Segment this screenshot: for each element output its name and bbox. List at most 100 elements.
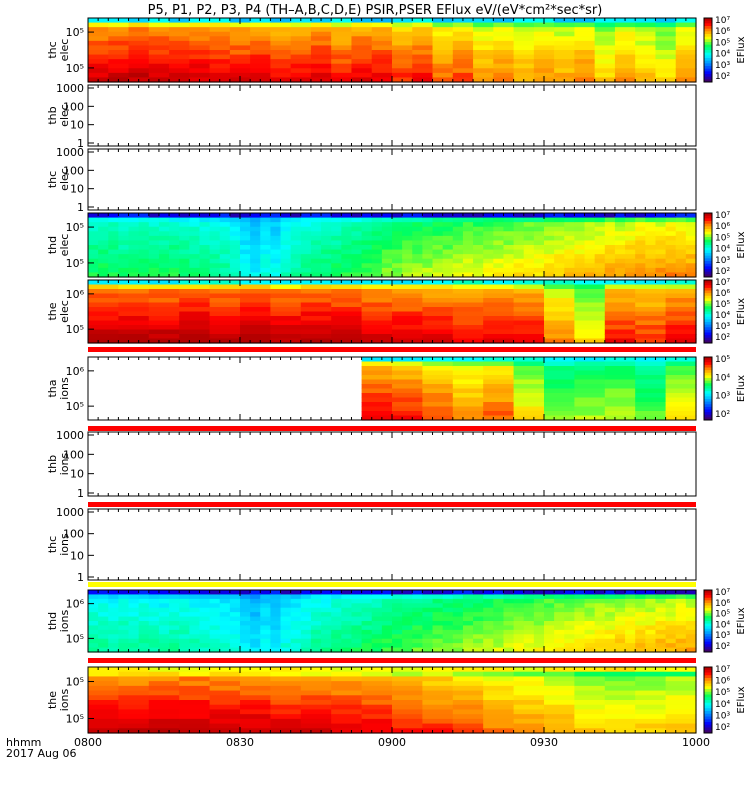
heat-cell <box>655 231 667 237</box>
heat-cell <box>392 231 403 237</box>
heat-cell <box>148 226 160 232</box>
heat-cell <box>219 621 231 627</box>
heat-cell <box>371 629 383 635</box>
heat-cell <box>412 240 423 246</box>
heat-cell <box>584 598 596 604</box>
heat-cell <box>108 40 130 47</box>
heat-cell <box>169 59 190 65</box>
heat-cell <box>604 222 616 228</box>
heat-cell <box>108 213 119 219</box>
heat-cell <box>321 213 332 219</box>
heat-cell <box>118 231 130 237</box>
colorbar-cell <box>704 644 712 648</box>
heat-cell <box>432 68 454 74</box>
heat-cell <box>331 226 342 232</box>
heat-cell <box>655 616 667 622</box>
heat-cell <box>290 598 302 604</box>
heat-cell <box>544 590 555 596</box>
heat-cell <box>574 728 606 734</box>
heat-cell <box>250 263 261 269</box>
heat-cell <box>300 647 312 653</box>
heat-cell <box>544 379 575 385</box>
heat-cell <box>675 22 697 28</box>
heat-cell <box>148 629 160 635</box>
heat-cell <box>310 217 322 223</box>
heat-cell <box>209 307 241 313</box>
heat-cell <box>604 704 636 711</box>
heat-cell <box>655 643 667 649</box>
heat-cell <box>351 45 373 51</box>
heat-cell <box>544 397 575 403</box>
heat-cell <box>533 50 555 56</box>
heat-cell <box>108 72 130 79</box>
heat-cell <box>128 607 140 613</box>
heat-cell <box>625 621 636 627</box>
heat-cell <box>310 50 332 56</box>
heat-cell <box>614 63 636 69</box>
heat-cell <box>158 249 170 255</box>
heat-cell <box>554 616 565 622</box>
colorbar-cell <box>704 26 712 30</box>
heat-cell <box>361 676 393 682</box>
heat-cell <box>169 27 190 33</box>
heat-cell <box>189 643 201 649</box>
heat-cell <box>574 643 586 649</box>
colorbar-cell <box>704 417 712 421</box>
heat-cell <box>270 634 282 640</box>
heat-cell <box>108 638 119 644</box>
heat-cell <box>331 647 342 653</box>
heat-cell <box>604 695 636 701</box>
heat-cell <box>554 643 565 649</box>
heat-cell <box>260 267 271 274</box>
heat-cell <box>209 598 221 604</box>
heat-cell <box>98 594 109 600</box>
heat-cell <box>503 598 515 604</box>
heat-cell <box>473 612 484 618</box>
heat-cell <box>128 40 150 47</box>
x-tick-label: 0800 <box>74 736 102 749</box>
heat-cell <box>351 638 363 644</box>
heat-cell <box>432 272 444 278</box>
heat-cell <box>533 231 545 237</box>
heat-cell <box>88 590 99 596</box>
panel-ylabel: thb <box>46 455 59 473</box>
heat-cell <box>179 334 211 340</box>
heat-cell <box>452 402 484 408</box>
heat-cell <box>148 329 180 335</box>
heat-cell <box>361 700 393 706</box>
heat-cell <box>209 36 231 42</box>
heat-cell <box>544 700 575 706</box>
heat-cell <box>523 634 535 640</box>
heat-cell <box>513 338 545 344</box>
heat-cell <box>118 643 130 649</box>
colorbar-tick-label: 10⁵ <box>715 233 730 243</box>
heat-cell <box>554 213 565 219</box>
heat-cell <box>574 254 586 260</box>
heat-cell <box>371 625 383 631</box>
heat-cell <box>635 284 667 290</box>
heat-cell <box>594 40 616 47</box>
heat-cell <box>594 621 606 627</box>
heat-cell <box>270 72 292 79</box>
heat-cell <box>483 714 515 720</box>
heat-cell <box>625 272 636 278</box>
heat-cell <box>604 406 636 412</box>
heat-cell <box>544 709 575 715</box>
heat-cell <box>685 590 697 596</box>
heat-cell <box>341 625 353 631</box>
heat-cell <box>128 54 150 60</box>
heat-cell <box>128 226 140 232</box>
heat-cell <box>148 667 180 673</box>
heat-cell <box>462 629 474 635</box>
heat-cell <box>574 709 606 715</box>
heat-cell <box>665 621 677 627</box>
heat-cell <box>280 213 292 219</box>
panel-frame <box>87 431 697 497</box>
heat-cell <box>321 603 332 609</box>
heat-cell <box>473 231 484 237</box>
heat-cell <box>635 388 667 394</box>
heat-cell <box>452 379 484 385</box>
panel-ylabel: thd <box>46 236 59 254</box>
heat-cell <box>432 31 454 37</box>
heat-cell <box>675 50 697 56</box>
